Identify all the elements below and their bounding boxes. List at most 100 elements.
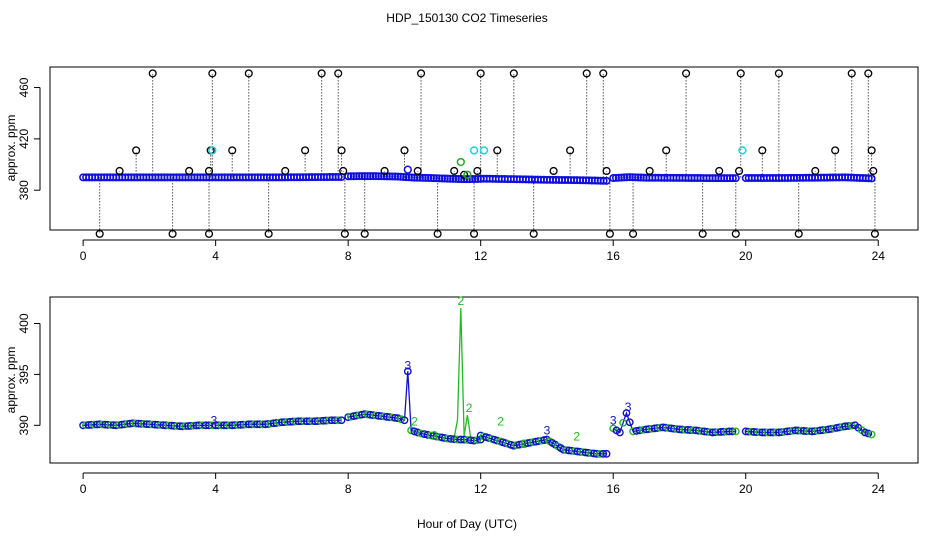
spike-point (208, 69, 217, 78)
series-point (799, 427, 808, 435)
series-number-label: 3 (404, 358, 411, 372)
series-point (289, 417, 297, 426)
baseline-point (628, 173, 637, 182)
series-point (678, 425, 687, 434)
spike-point (168, 229, 177, 238)
series-point (769, 428, 778, 437)
series-point (120, 420, 129, 429)
baseline-point (731, 174, 740, 183)
series-number-label: 2 (497, 414, 504, 428)
series-point (264, 420, 273, 428)
series-point (821, 425, 830, 434)
series-point (867, 430, 876, 439)
series-point (697, 427, 706, 435)
top-y-tick-label: 420 (17, 129, 31, 149)
series-point (84, 421, 93, 429)
series-point (761, 428, 769, 437)
series-point (788, 426, 797, 435)
series-point (681, 425, 689, 434)
spike-point (301, 146, 310, 155)
baseline-point (352, 172, 361, 181)
baseline-point (609, 174, 618, 183)
series-point (137, 419, 146, 428)
spike-point (400, 146, 409, 155)
series-point (708, 428, 717, 437)
bottom-x-tick-label: 0 (80, 482, 87, 496)
series-point (766, 428, 775, 437)
series-point (95, 420, 104, 429)
spike-point (317, 69, 326, 78)
spike-point (582, 69, 591, 78)
series-point (794, 426, 803, 435)
series-point (380, 412, 388, 421)
series-point (98, 420, 107, 429)
series-point (562, 446, 571, 455)
series-point (322, 416, 330, 425)
series-point (772, 428, 780, 437)
series-point (170, 421, 179, 430)
spike-point (185, 166, 194, 176)
series-point (403, 367, 412, 376)
series-point (694, 426, 703, 435)
series-point (300, 417, 308, 426)
series-point (272, 419, 281, 427)
series-point (388, 413, 397, 422)
series-point (247, 420, 256, 429)
flag-point (208, 146, 217, 155)
series-point (225, 421, 234, 430)
series-point (255, 420, 264, 429)
series-point (316, 417, 325, 425)
baseline-point (614, 173, 623, 182)
series-point (763, 428, 772, 437)
baseline-point (634, 173, 643, 182)
series-point (90, 420, 99, 429)
series-point (664, 424, 673, 432)
series-point (711, 428, 720, 437)
spike-point (380, 166, 389, 176)
bottom-x-tick-label: 20 (739, 482, 753, 496)
series-point (581, 448, 590, 457)
baseline-point (446, 174, 455, 183)
series-point (567, 446, 576, 455)
series-point (400, 416, 409, 425)
series-point (228, 421, 237, 430)
spike-point (794, 229, 803, 238)
series-point (302, 417, 311, 426)
series-point (294, 417, 303, 426)
series-point (670, 424, 678, 433)
series-point (622, 409, 631, 417)
series-point (602, 449, 611, 458)
top-y-axis-label: approx. ppm (4, 115, 18, 182)
series-point (123, 420, 132, 428)
series-point (275, 418, 284, 427)
baseline-point (636, 173, 645, 182)
flag-point (456, 157, 465, 167)
spike-point (470, 229, 479, 238)
series-point (109, 421, 118, 430)
spike-point (115, 166, 124, 176)
spike-point (736, 69, 745, 78)
series-point (783, 427, 792, 436)
series-point (780, 427, 789, 436)
bottom-plot-frame (49, 296, 919, 464)
series-point (145, 420, 154, 429)
series-point (653, 424, 662, 432)
series-point (692, 426, 700, 435)
series-point (802, 427, 811, 435)
series-point (700, 427, 709, 436)
series-point (683, 426, 692, 434)
spike-point (869, 166, 878, 176)
spike-point (476, 69, 485, 78)
series-number-label: 2 (411, 414, 418, 428)
baseline-point (449, 174, 458, 183)
series-point (656, 423, 665, 432)
series-point (747, 427, 756, 436)
baseline-point (410, 173, 419, 182)
spike-point (132, 146, 141, 155)
baseline-point (631, 173, 640, 182)
series-point (319, 416, 328, 425)
bottom-x-tick-label: 16 (607, 482, 621, 496)
baseline-point (451, 174, 460, 183)
series-point (360, 410, 369, 419)
baseline-point (602, 176, 611, 185)
